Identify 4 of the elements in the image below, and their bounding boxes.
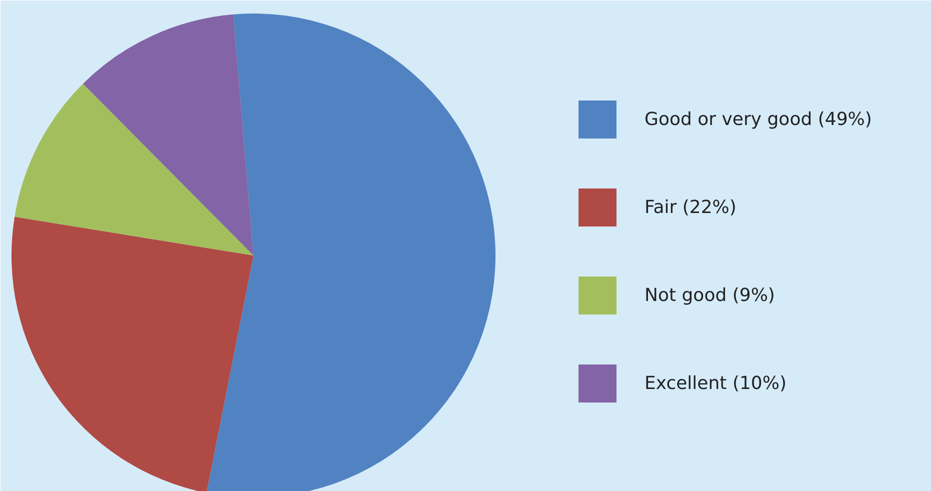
legend-label: Not good (9%)	[644, 285, 775, 306]
legend-label: Excellent (10%)	[644, 373, 786, 394]
legend-label: Fair (22%)	[644, 197, 736, 218]
legend-label: Good or very good (49%)	[644, 109, 872, 130]
